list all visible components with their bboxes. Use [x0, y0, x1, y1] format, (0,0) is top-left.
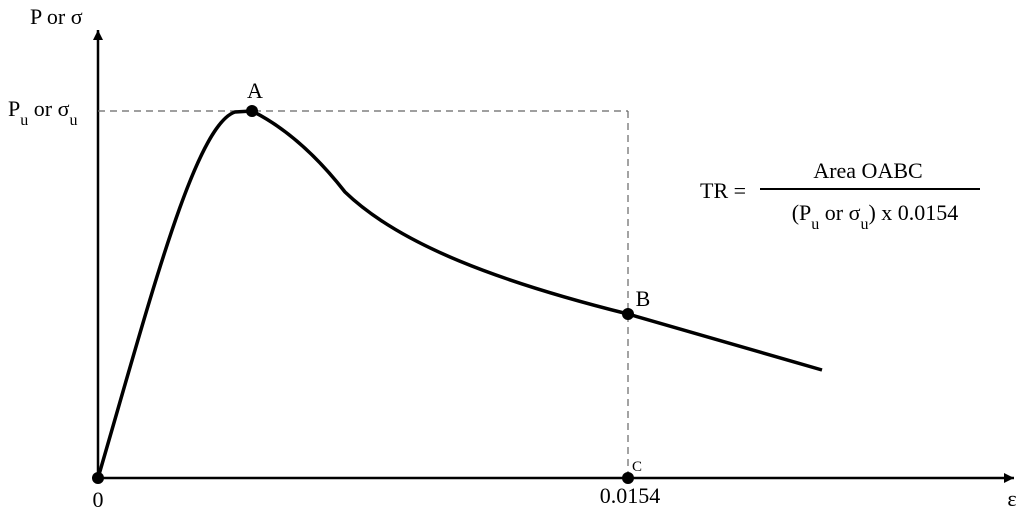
point-label: C [632, 459, 642, 475]
point-o [92, 472, 104, 484]
text-part: or σ [819, 200, 860, 225]
subscript: u [20, 112, 28, 129]
x-axis-label: ε [1007, 486, 1016, 511]
curve [96, 109, 823, 479]
formula-lhs: TR = [700, 178, 746, 203]
formula-numerator: Area OABC [813, 158, 922, 183]
formula-denominator: (Pu or σu) x 0.0154 [792, 200, 959, 233]
subscript: u [69, 112, 77, 129]
point-label: B [636, 286, 651, 311]
origin-label: 0 [93, 487, 104, 512]
subscript: u [860, 216, 868, 233]
text-part: P [8, 96, 20, 121]
point-c [622, 472, 634, 484]
point-a [246, 105, 258, 117]
x-mark-label: 0.0154 [600, 483, 661, 508]
text-part: (P [792, 200, 812, 225]
y-mark-label: Pu or σu [8, 96, 77, 129]
point-b [622, 308, 634, 320]
point-label: A [247, 78, 263, 103]
text-part: or σ [28, 96, 69, 121]
subscript: u [811, 216, 819, 233]
text-part: ) x 0.0154 [868, 200, 958, 225]
y-axis-label: P or σ [30, 4, 83, 29]
